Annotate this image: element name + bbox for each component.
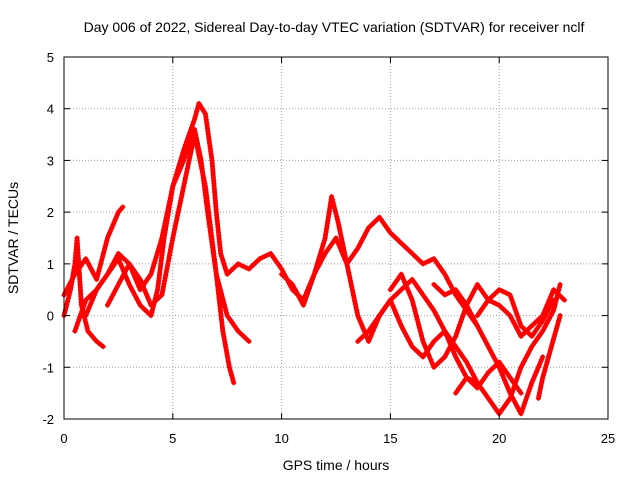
series-markers [279,194,480,386]
plot-frame [63,56,609,420]
series-arc-2 [61,204,126,298]
x-tick-label: 15 [383,431,397,446]
series-arc-10 [474,287,557,339]
series-trace [453,282,563,417]
series-arc-6 [279,194,480,386]
series-markers [535,313,563,401]
axis-ticks: 0 5 10 15 20 25 -2 -1 0 1 2 3 4 5 [42,50,615,446]
chart-title: Day 006 of 2022, Sidereal Day-to-day VTE… [84,19,585,35]
y-tick-label: 5 [47,50,54,65]
x-tick-label: 10 [274,431,288,446]
series-markers [453,282,563,417]
series-arc-3 [72,101,480,334]
series-arc-1 [61,235,106,350]
series-markers [355,297,524,396]
series-markers [387,271,567,370]
x-tick-label: 25 [601,431,615,446]
series-markers [105,132,252,344]
series-arc-7 [355,297,524,396]
series-arc-12 [535,313,563,401]
y-tick-label: 2 [47,205,54,220]
series-markers [72,101,480,334]
y-tick-label: 4 [47,102,54,117]
y-tick-label: -2 [42,412,54,427]
y-tick-label: 1 [47,257,54,272]
series-arc-11 [453,282,563,417]
y-axis-label: SDTVAR / TECUs [5,182,21,294]
series-markers [431,282,546,417]
y-tick-label: 3 [47,153,54,168]
series-arc-5 [105,132,252,344]
x-axis-label: GPS time / hours [283,457,390,473]
series-arc-8 [387,271,567,370]
y-tick-label: 0 [47,309,54,324]
x-tick-label: 20 [492,431,506,446]
series-markers [61,235,106,350]
y-tick-label: -1 [42,360,54,375]
series-markers [474,287,557,339]
series-markers [61,204,126,298]
x-tick-label: 5 [169,431,176,446]
series-arc-9 [431,282,546,417]
x-tick-label: 0 [60,431,67,446]
data-layer [61,101,567,417]
